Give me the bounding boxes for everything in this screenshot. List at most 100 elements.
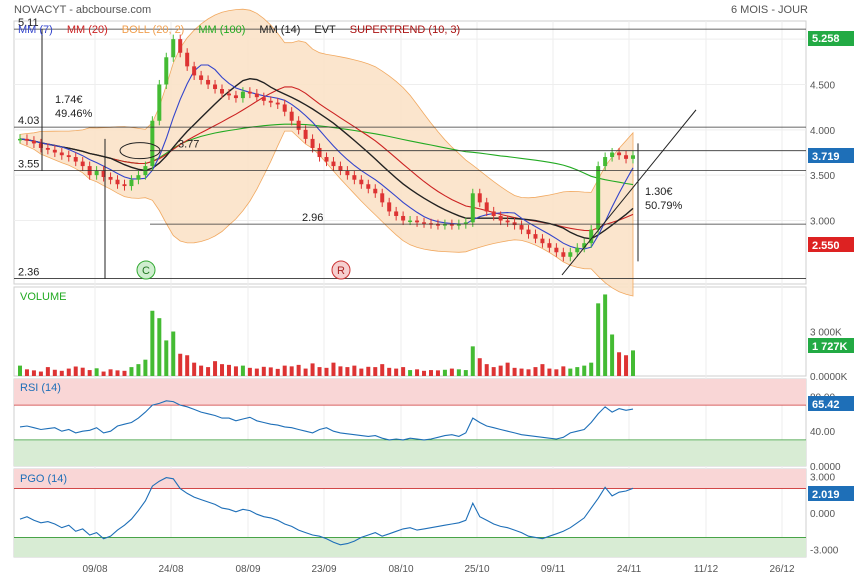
candle-body <box>171 39 176 58</box>
volume-bar <box>213 361 218 376</box>
price-level-label: 2.96 <box>302 212 323 224</box>
legend-item: EVT <box>314 24 336 36</box>
candle <box>268 96 273 108</box>
price-level-label: 2.36 <box>18 267 39 279</box>
pgo-lower-zone <box>14 537 806 557</box>
price-tick-label: 4.500 <box>810 80 835 91</box>
volume-bar <box>143 359 148 376</box>
price-tag-bottom: 2.550 <box>808 237 854 252</box>
date-tick-label: 08/10 <box>388 564 413 575</box>
candle-body <box>192 66 197 76</box>
candle <box>366 179 371 194</box>
candle <box>226 89 231 100</box>
candle <box>631 150 635 164</box>
candle-body <box>303 129 308 139</box>
candle <box>122 179 127 191</box>
candle-body <box>617 152 622 156</box>
volume-bar <box>52 369 57 376</box>
volume-bar <box>240 365 245 376</box>
candle <box>352 170 357 185</box>
rsi-tick-label: 0.0000 <box>810 462 841 473</box>
candle-body <box>331 161 336 167</box>
volume-bar <box>73 366 78 376</box>
volume-bar <box>449 368 454 376</box>
candle-body <box>289 111 294 121</box>
candle <box>254 89 259 102</box>
volume-bar <box>275 368 280 376</box>
candle-body <box>73 157 78 162</box>
candle-body <box>101 170 106 177</box>
candle <box>491 206 496 221</box>
right-change-abs: 1.30€ <box>645 186 673 198</box>
volume-bar <box>87 370 92 376</box>
legend-item: MM (100) <box>198 24 245 36</box>
volume-tick-label: 3 000K <box>810 328 842 339</box>
candle <box>554 243 559 257</box>
candle-body <box>394 211 399 216</box>
svg-text:1 727K: 1 727K <box>812 341 848 353</box>
candle <box>456 219 461 230</box>
volume-bar <box>59 370 64 376</box>
legend-item: SUPERTREND (10, 3) <box>350 24 460 36</box>
candle <box>547 238 552 253</box>
legend-item: BOLL (20, 2) <box>122 24 185 36</box>
candle <box>575 243 580 257</box>
candle <box>533 229 538 244</box>
candle-body <box>449 224 454 226</box>
volume-bar <box>268 367 273 376</box>
signal-c-marker[interactable]: C <box>136 260 156 280</box>
candle-body <box>610 152 615 158</box>
volume-bar <box>352 365 357 376</box>
svg-text:2.019: 2.019 <box>812 489 840 501</box>
candle-body <box>157 84 162 121</box>
date-tick-label: 24/11 <box>617 564 642 575</box>
candle-body <box>359 179 364 185</box>
volume-bar <box>456 369 461 376</box>
candle <box>66 150 71 162</box>
candle <box>94 166 99 180</box>
candle-body <box>477 193 482 203</box>
chart-period[interactable]: 6 MOIS - JOUR <box>731 4 808 16</box>
candle-body <box>387 202 392 212</box>
volume-bar <box>540 364 545 376</box>
candle-body <box>498 215 503 221</box>
candle-body <box>442 224 447 226</box>
volume-bar <box>206 367 211 376</box>
candle <box>387 197 392 216</box>
candle-body <box>456 224 461 226</box>
candle <box>185 48 190 71</box>
volume-bar <box>533 367 538 376</box>
volume-bar <box>45 367 50 376</box>
candle <box>157 79 162 126</box>
volume-bar <box>331 362 336 376</box>
volume-bar <box>484 364 489 376</box>
candle-body <box>282 104 287 112</box>
candle-body <box>24 138 29 141</box>
candle <box>247 87 252 99</box>
volume-bar <box>80 367 85 376</box>
candle-body <box>213 84 218 90</box>
candle-body <box>206 79 211 85</box>
candle <box>561 247 566 262</box>
date-tick-label: 23/09 <box>311 564 336 575</box>
volume-bar <box>282 365 287 376</box>
signal-r-marker[interactable]: R <box>331 260 351 280</box>
candle-body <box>268 100 273 103</box>
candle <box>422 217 427 228</box>
volume-bar <box>526 369 531 376</box>
pgo-line <box>19 477 634 546</box>
volume-bar <box>254 368 259 376</box>
candle-body <box>108 176 113 180</box>
volume-bar <box>422 370 427 376</box>
candle-body <box>519 225 524 230</box>
price-level-label: 3.77 <box>178 139 199 151</box>
volume-bar <box>220 364 225 376</box>
price-tag-last: 3.719 <box>808 148 854 163</box>
volume-tick-label: 0.0000K <box>810 372 848 383</box>
candle <box>206 75 211 90</box>
candle <box>617 147 622 160</box>
candle-body <box>310 138 315 148</box>
volume-bar <box>136 364 141 376</box>
candle-body <box>540 238 545 244</box>
trendline <box>561 109 697 276</box>
